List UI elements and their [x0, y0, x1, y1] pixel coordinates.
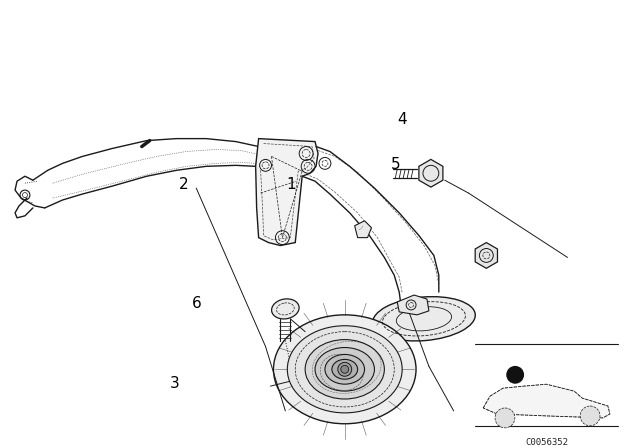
- Circle shape: [580, 406, 600, 426]
- Polygon shape: [255, 138, 318, 246]
- Ellipse shape: [315, 348, 374, 391]
- Text: 1: 1: [287, 177, 296, 192]
- Ellipse shape: [273, 315, 416, 424]
- Ellipse shape: [271, 299, 299, 319]
- Ellipse shape: [287, 326, 402, 413]
- Polygon shape: [419, 159, 443, 187]
- Text: 3: 3: [170, 376, 179, 391]
- Ellipse shape: [372, 297, 476, 341]
- Text: C0056352: C0056352: [525, 438, 568, 447]
- Circle shape: [338, 362, 352, 376]
- Circle shape: [340, 365, 349, 373]
- Polygon shape: [355, 221, 371, 237]
- Ellipse shape: [332, 359, 358, 379]
- Text: 6: 6: [191, 296, 202, 311]
- Circle shape: [495, 408, 515, 428]
- Text: 2: 2: [179, 177, 189, 192]
- Text: 5: 5: [391, 157, 401, 172]
- Polygon shape: [397, 295, 429, 315]
- Ellipse shape: [325, 354, 365, 384]
- Ellipse shape: [305, 340, 385, 399]
- Text: 4: 4: [397, 112, 407, 127]
- Polygon shape: [475, 242, 497, 268]
- Circle shape: [506, 366, 524, 384]
- Polygon shape: [483, 384, 610, 418]
